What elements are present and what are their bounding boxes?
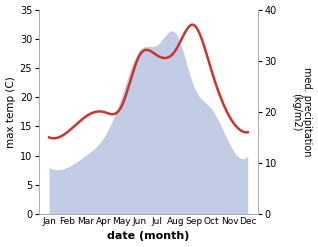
Y-axis label: med. precipitation
(kg/m2): med. precipitation (kg/m2) (291, 67, 313, 157)
X-axis label: date (month): date (month) (107, 231, 190, 242)
Y-axis label: max temp (C): max temp (C) (5, 76, 16, 148)
